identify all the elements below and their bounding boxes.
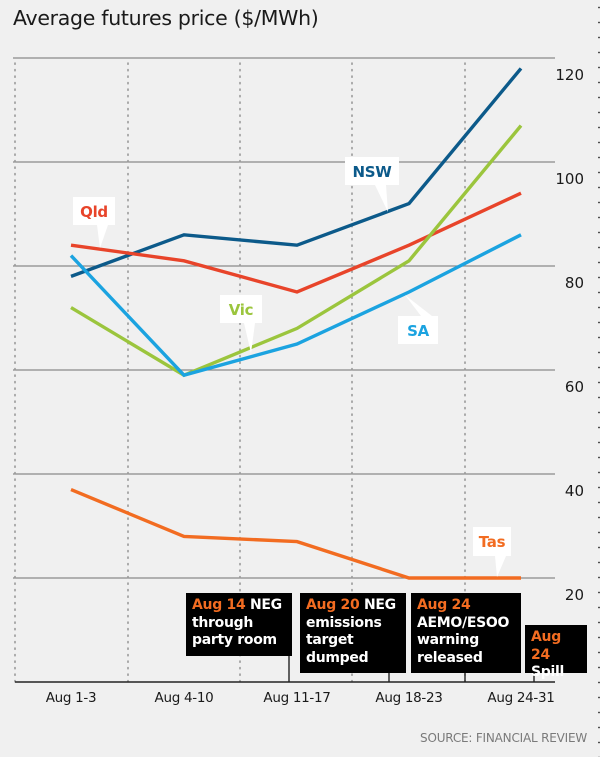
x-tick-label: Aug 11-17 bbox=[263, 690, 330, 706]
series-line-tas bbox=[70, 488, 521, 580]
label-text: Tas bbox=[479, 533, 506, 551]
x-tick-label: Aug 4-10 bbox=[155, 690, 214, 706]
series-label-vic: Vic bbox=[220, 295, 262, 353]
annotation-text: NEG bbox=[363, 597, 396, 613]
annotation-aug24-spill: Aug 24 Spill bbox=[525, 625, 587, 680]
annotation-aug24-aemo: Aug 24 AEMO/ESOO warning released bbox=[411, 593, 521, 673]
annotation-line: party room bbox=[192, 632, 277, 648]
label-text: Qld bbox=[80, 203, 108, 221]
annotation-line: target bbox=[306, 632, 354, 648]
annotation-date: Aug 24 bbox=[417, 597, 471, 613]
annotation-text: NEG bbox=[249, 597, 282, 613]
series-lines bbox=[69, 67, 523, 580]
series-line-qld bbox=[70, 191, 522, 294]
annotation-date: Aug 20 bbox=[306, 597, 360, 613]
x-tick-label: Aug 18-23 bbox=[375, 690, 442, 706]
label-pointer bbox=[97, 225, 108, 248]
annotation-line: AEMO/ESOO bbox=[417, 614, 510, 631]
series-line-nsw bbox=[70, 67, 523, 278]
annotation-line: warning bbox=[417, 632, 479, 648]
label-box bbox=[345, 157, 399, 185]
label-pointer bbox=[495, 556, 506, 577]
label-pointer bbox=[375, 185, 388, 212]
label-box bbox=[73, 197, 115, 225]
label-pointer bbox=[405, 295, 432, 316]
annotation-date: Aug 24 bbox=[531, 629, 561, 663]
series-line-vic bbox=[70, 124, 523, 378]
vertical-dotted-gridlines bbox=[14, 62, 466, 683]
chart-title: Average futures price ($/MWh) bbox=[13, 6, 319, 30]
y-axis-ticks: 20 40 60 80 100 120 bbox=[555, 66, 584, 604]
series-labels: Qld NSW Vic SA Tas bbox=[73, 157, 511, 577]
source-credit: SOURCE: FINANCIAL REVIEW bbox=[420, 731, 587, 745]
series-label-sa: SA bbox=[398, 295, 438, 344]
annotation-line: emissions bbox=[306, 614, 382, 631]
label-text: Vic bbox=[229, 301, 253, 319]
y-tick-label: 20 bbox=[565, 586, 584, 604]
y-tick-label: 100 bbox=[555, 170, 584, 188]
annotation-line: through bbox=[192, 614, 254, 631]
annotation-line: released bbox=[417, 649, 483, 666]
label-pointer bbox=[244, 323, 255, 353]
x-axis: Aug 1-3 Aug 4-10 Aug 11-17 Aug 18-23 Aug 24-… bbox=[15, 656, 555, 706]
annotation-line: Spill bbox=[531, 664, 565, 680]
annotation-line: dumped bbox=[306, 649, 369, 666]
annotation-aug14: Aug 14 NEG through party room bbox=[186, 593, 292, 656]
label-box bbox=[398, 316, 438, 344]
series-label-nsw: NSW bbox=[345, 157, 399, 212]
y-tick-label: 40 bbox=[565, 482, 584, 500]
annotation-date: Aug 14 bbox=[192, 597, 246, 613]
y-tick-label: 80 bbox=[565, 274, 584, 292]
series-line-sa bbox=[69, 233, 522, 378]
label-box bbox=[473, 527, 511, 556]
y-tick-label: 120 bbox=[555, 66, 584, 84]
x-tick-label: Aug 24-31 bbox=[487, 690, 554, 706]
annotation-aug20: Aug 20 NEG emissions target dumped bbox=[300, 593, 406, 673]
x-tick-label: Aug 1-3 bbox=[46, 690, 97, 706]
series-label-tas: Tas bbox=[473, 527, 511, 577]
label-box bbox=[220, 295, 262, 323]
edge-dotted-border bbox=[598, 0, 600, 757]
y-tick-label: 60 bbox=[565, 378, 584, 396]
label-text: SA bbox=[407, 322, 430, 340]
series-label-qld: Qld bbox=[73, 197, 115, 248]
label-text: NSW bbox=[352, 163, 392, 181]
